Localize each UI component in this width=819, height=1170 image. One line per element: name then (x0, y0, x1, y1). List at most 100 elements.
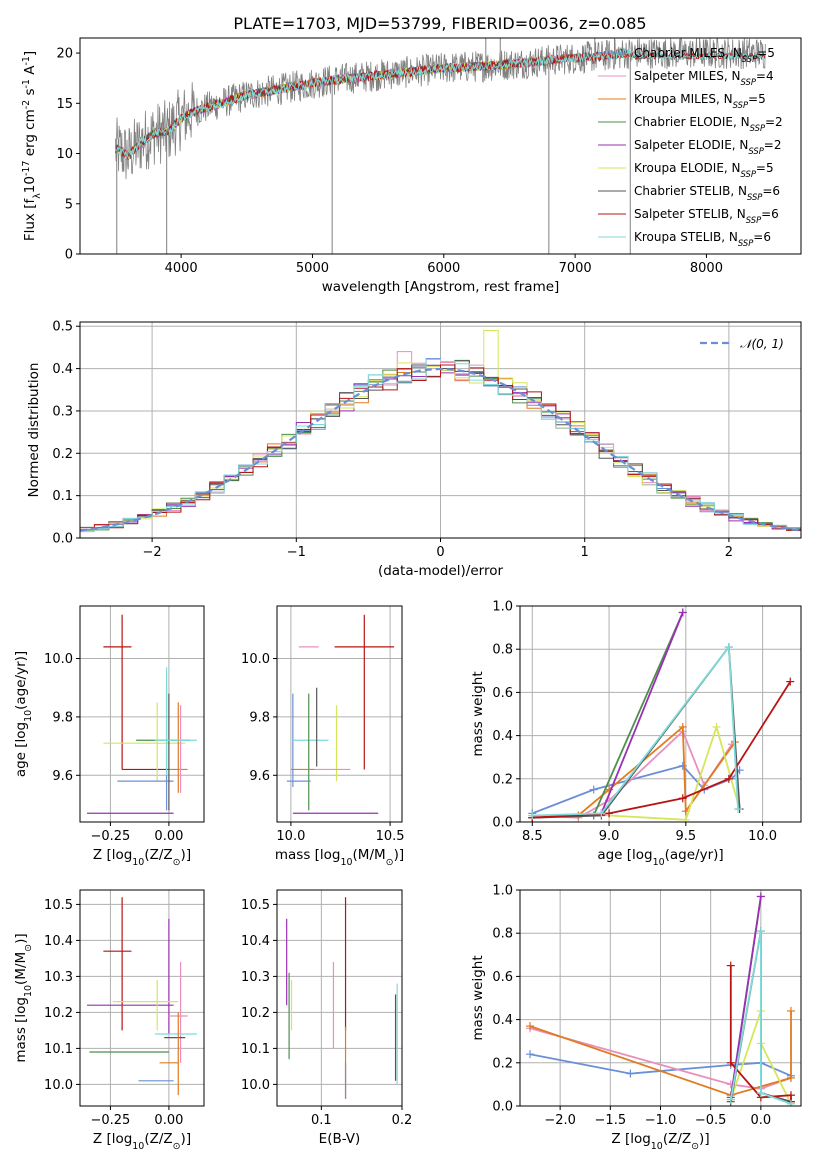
axes-frame (519, 605, 802, 823)
x-axis-label: wavelength [Angstrom, rest frame] (322, 279, 560, 295)
y-tick-label: 10.0 (241, 1078, 270, 1093)
weight-marker (626, 1069, 635, 1078)
plot-area (526, 892, 795, 1106)
panel-age_vs_mass: 10.0 10.5 9.6 9.8 10.0 mass [log10​(M/M⊙​)] (241, 605, 405, 868)
axes-frame (276, 889, 403, 1107)
weight-marker (756, 1089, 765, 1098)
figure-title: PLATE=1703, MJD=53799, FIBERID=0036, z=0… (233, 14, 646, 33)
plot-area (87, 897, 197, 1096)
panel-spectrum: 4000 5000 6000 7000 8000 0 5 10 15 20 wavelength [… (21, 37, 802, 295)
x-tick-label: −2 (143, 545, 162, 560)
x-tick-label: 10.5 (376, 829, 405, 844)
y-tick-label: 10.5 (241, 898, 270, 913)
y-tick-label: 0.4 (492, 729, 513, 744)
x-tick-label: −0.25 (90, 1113, 130, 1128)
y-axis-label: mass weight (470, 955, 486, 1040)
y-tick-label: 9.8 (249, 710, 270, 725)
y-tick-label: 1.0 (492, 884, 513, 899)
weight-marker (678, 761, 687, 770)
x-axis-label: age [log10​(age/yr)] (597, 847, 723, 868)
weight-marker (734, 805, 743, 814)
x-tick-label: 0.00 (154, 829, 183, 844)
y-tick-label: 10.3 (44, 970, 73, 985)
y-tick-label: 10.2 (241, 1006, 270, 1021)
weight-line-salpeter_elodie (729, 896, 762, 1098)
y-tick-label: 10.1 (44, 1042, 73, 1057)
x-tick-label: 7000 (559, 261, 592, 276)
histogram-kroupa_stelib (80, 358, 801, 531)
y-tick-label: 0.6 (492, 970, 513, 985)
weight-line-chabrier_elodie (592, 612, 684, 816)
axes-frame (79, 37, 802, 255)
x-tick-label: 9.5 (675, 829, 696, 844)
y-tick-label: 10.0 (241, 652, 270, 667)
panel-age_vs_Z: −0.25 0.00 9.6 9.8 10.0 Z [log10​(Z/Z⊙​)] age … (13, 605, 205, 868)
plot-area (80, 329, 801, 533)
weight-marker (724, 643, 733, 652)
weight-line-chabrier_miles (531, 764, 741, 815)
x-tick-label: 10.0 (748, 829, 777, 844)
y-axis-label: Normed distribution (26, 363, 42, 498)
y-tick-label: 10.5 (44, 898, 73, 913)
y-tick-label: 0.3 (52, 404, 73, 419)
legend-entry: Chabrier ELODIE, NSSP​=2 (634, 115, 783, 133)
legend-entry: Salpeter STELIB, NSSP​=6 (634, 207, 779, 225)
y-tick-label: 0.2 (52, 447, 73, 462)
plot-area (87, 614, 197, 814)
weight-marker (528, 811, 537, 820)
y-tick-label: 9.8 (52, 710, 73, 725)
legend-entry: Kroupa STELIB, NSSP​=6 (634, 230, 771, 248)
x-tick-label: 2 (725, 545, 733, 560)
axes-frame (519, 889, 802, 1107)
panel-weight_vs_Z: −2.0 −1.5 −1.0 −0.5 0.0 0.0 0.2 0.4 0.6 0.8 1.0 Z [… (470, 884, 802, 1152)
x-tick-label: 5000 (296, 261, 329, 276)
x-axis-label: mass [log10​(M/M⊙​)] (275, 847, 404, 868)
spectrum-legend: Chabrier MILES, NSSP​=5 Salpeter MILES, N… (598, 46, 783, 248)
residuals-legend: 𝒩(0, 1) (700, 337, 784, 351)
spectrum-data-line (115, 38, 766, 180)
weight-marker (726, 1095, 735, 1104)
x-tick-label: 8.5 (522, 829, 543, 844)
weight-marker (681, 815, 690, 822)
weight-line-kroupa_elodie (609, 723, 741, 821)
x-tick-label: −1.5 (595, 1113, 627, 1128)
weight-marker (597, 809, 606, 818)
y-axis-label: Flux [fλ​10-17​ erg cm-2​ s-1​ A-1​] (21, 51, 43, 241)
axes-frame (79, 321, 802, 539)
x-tick-label: 0.1 (311, 1113, 332, 1128)
x-axis-label: Z [log10​(Z/Z⊙​)] (93, 1131, 191, 1152)
plot-area (286, 614, 395, 814)
x-axis-label: Z [log10​(Z/Z⊙​)] (611, 1131, 709, 1152)
panel-mass_vs_Z: −0.25 0.00 10.0 10.1 10.2 10.3 10.4 10.5 Z [log1… (13, 889, 205, 1152)
weight-line-salpeter_miles (529, 1027, 792, 1090)
y-tick-label: 0.6 (492, 686, 513, 701)
weight-line-kroupa_stelib (729, 930, 792, 1105)
x-tick-label: 10.0 (276, 829, 305, 844)
legend-entry: Kroupa MILES, NSSP​=5 (634, 92, 766, 110)
y-tick-label: 5 (65, 197, 73, 212)
y-tick-label: 0.0 (52, 532, 73, 547)
plot-area (528, 608, 795, 822)
spectrum-model-kroupa_stelib (115, 47, 765, 158)
y-tick-label: 10 (56, 147, 73, 162)
weight-line-salpeter_stelib (532, 681, 792, 819)
weight-marker (678, 722, 687, 731)
weight-marker (786, 677, 795, 686)
legend-entry: 𝒩(0, 1) (740, 337, 784, 351)
x-tick-label: 0 (436, 545, 444, 560)
x-tick-label: 6000 (427, 261, 460, 276)
y-tick-label: 0.0 (492, 1100, 513, 1115)
y-tick-label: 0.2 (492, 1056, 513, 1071)
y-tick-label: 0.5 (52, 320, 73, 335)
y-tick-label: 10.4 (241, 934, 270, 949)
weight-marker (678, 794, 687, 803)
y-axis-label: mass [log10​(M/M⊙​)] (13, 933, 34, 1062)
y-tick-label: 9.6 (249, 769, 270, 784)
axes-frame (79, 605, 205, 823)
x-tick-label: −1.0 (645, 1113, 677, 1128)
weight-line-kroupa_stelib (532, 644, 739, 817)
legend-entry: Salpeter ELODIE, NSSP​=2 (634, 138, 782, 156)
x-tick-label: 9.0 (599, 829, 620, 844)
x-axis-label: E(B-V) (319, 1131, 361, 1147)
x-axis-label: Z [log10​(Z/Z⊙​)] (93, 847, 191, 868)
